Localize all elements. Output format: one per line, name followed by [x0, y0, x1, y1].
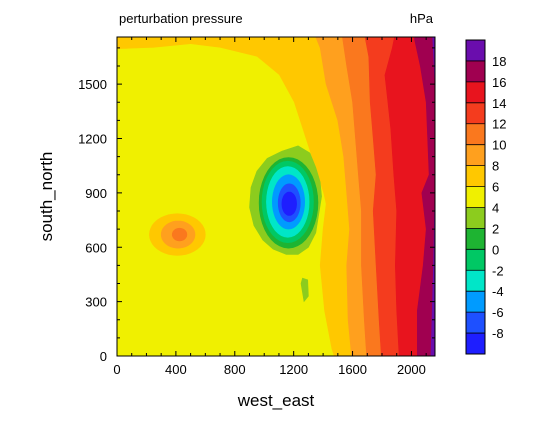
colorbar-label: 6	[492, 180, 499, 195]
colorbar-label: 14	[492, 96, 506, 111]
colorbar-label: 8	[492, 159, 499, 174]
colorbar-swatch	[466, 333, 485, 355]
contour-band-16	[414, 37, 435, 356]
contour-local-high-10	[171, 227, 188, 242]
colorbar-swatch	[466, 186, 485, 208]
y-tick-label: 0	[100, 349, 107, 364]
colorbar-label: -6	[492, 305, 504, 320]
contour-secondary-low-2	[300, 277, 309, 303]
colorbar-swatch	[466, 165, 485, 187]
colorbar-swatch	[466, 60, 485, 83]
colorbar-label: 10	[492, 138, 506, 153]
colorbar-label: -4	[492, 284, 504, 299]
colorbar-label: -8	[492, 326, 504, 341]
chart-title: perturbation pressure	[119, 11, 243, 26]
y-axis-title: south_north	[37, 152, 56, 242]
y-tick-label: 1500	[78, 77, 107, 92]
colorbar: 18 16 14 12 10 8 6 4 2 0 -2 -4 -6 -8	[465, 39, 506, 355]
colorbar-label: 4	[492, 200, 499, 215]
x-tick-label: 0	[113, 362, 120, 377]
colorbar-swatch	[466, 312, 485, 334]
colorbar-label: -2	[492, 263, 504, 278]
contour-ring-core	[281, 191, 297, 216]
y-tick-label: 1200	[78, 132, 107, 147]
colorbar-label: 16	[492, 75, 506, 90]
colorbar-swatch	[466, 270, 485, 292]
colorbar-swatch	[466, 207, 485, 229]
colorbar-swatch	[466, 249, 485, 271]
x-tick-label: 1200	[279, 362, 308, 377]
colorbar-swatch	[466, 291, 485, 313]
y-tick-label: 900	[85, 186, 107, 201]
y-tick-label: 600	[85, 240, 107, 255]
colorbar-swatch	[466, 102, 485, 125]
contour-field	[117, 37, 435, 356]
x-tick-label: 1600	[338, 362, 367, 377]
colorbar-label: 0	[492, 242, 499, 257]
y-axis: 0 300 600 900 1200 1500	[78, 47, 435, 364]
colorbar-label: 12	[492, 117, 506, 132]
colorbar-label: 2	[492, 221, 499, 236]
x-tick-label: 2000	[397, 362, 426, 377]
plot-frame	[116, 36, 436, 357]
x-axis-title: west_east	[237, 391, 315, 410]
colorbar-label: 18	[492, 54, 506, 69]
units-label: hPa	[410, 11, 434, 26]
x-tick-label: 800	[224, 362, 246, 377]
colorbar-swatch	[466, 40, 485, 62]
colorbar-frame	[465, 39, 486, 355]
colorbar-swatch	[466, 81, 485, 104]
colorbar-swatch	[466, 123, 485, 145]
x-tick-label: 400	[165, 362, 187, 377]
x-axis: 0 400 800 1200 1600 2000	[113, 37, 427, 377]
colorbar-swatch	[466, 228, 485, 250]
contour-band-18	[430, 37, 435, 356]
colorbar-swatch	[466, 144, 485, 166]
y-tick-label: 300	[85, 295, 107, 310]
